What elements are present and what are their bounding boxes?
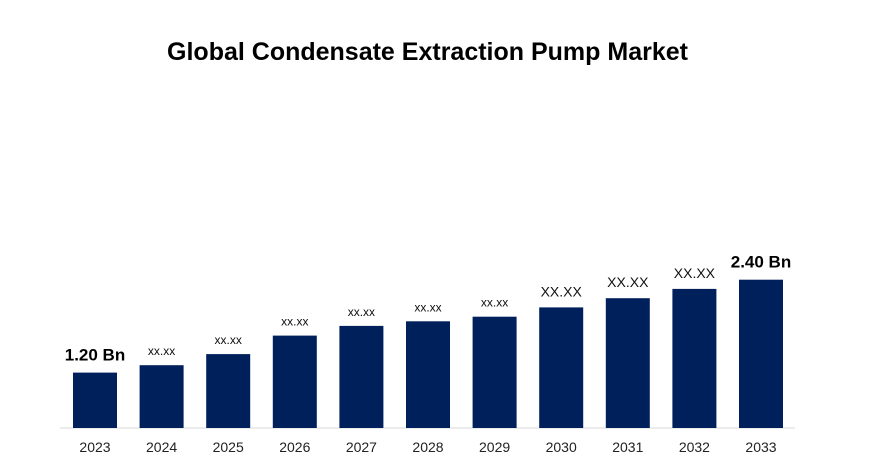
bar-2032 — [672, 288, 717, 428]
x-tick-label-2025: 2025 — [213, 439, 244, 455]
bar-2033 — [739, 279, 783, 428]
bar-2028 — [406, 321, 450, 428]
x-tick-label-2033: 2033 — [745, 439, 776, 455]
chart-title: Global Condensate Extraction Pump Market — [167, 38, 688, 66]
x-tick-label-2030: 2030 — [546, 439, 577, 455]
x-tick-labels-group: 2023 2024 2025 2026 2027 2028 2029 2030 2031 2032… — [79, 439, 776, 455]
data-label-2029: xx.xx — [481, 296, 508, 310]
bar-2025 — [206, 354, 251, 428]
bar-2030 — [539, 307, 584, 428]
bar-2031 — [605, 298, 650, 428]
x-tick-label-2026: 2026 — [279, 439, 310, 455]
bar-2029 — [472, 316, 517, 428]
bars-group — [73, 279, 783, 428]
data-label-2023: 1.20 Bn — [65, 346, 125, 365]
bar-2027 — [339, 325, 384, 428]
data-label-2024: xx.xx — [148, 344, 175, 358]
x-tick-label-2028: 2028 — [412, 439, 443, 455]
data-label-2028: xx.xx — [414, 300, 441, 314]
bar-2023 — [73, 372, 117, 428]
x-tick-label-2029: 2029 — [479, 439, 510, 455]
data-label-2033: 2.40 Bn — [731, 253, 791, 272]
x-tick-label-2024: 2024 — [146, 439, 177, 455]
data-label-2025: xx.xx — [215, 333, 242, 347]
x-tick-label-2031: 2031 — [612, 439, 643, 455]
x-tick-label-2023: 2023 — [79, 439, 110, 455]
data-label-2031: XX.XX — [607, 274, 649, 290]
bar-2024 — [139, 365, 184, 428]
data-label-2027: xx.xx — [348, 305, 375, 319]
data-labels-group: 1.20 Bn xx.xx xx.xx xx.xx xx.xx xx.xx xx.xx XX.… — [65, 253, 791, 365]
bar-2026 — [272, 335, 317, 428]
x-tick-label-2032: 2032 — [679, 439, 710, 455]
data-label-2030: XX.XX — [541, 283, 583, 299]
x-tick-label-2027: 2027 — [346, 439, 377, 455]
data-label-2032: XX.XX — [674, 265, 716, 281]
data-label-2026: xx.xx — [281, 315, 308, 329]
